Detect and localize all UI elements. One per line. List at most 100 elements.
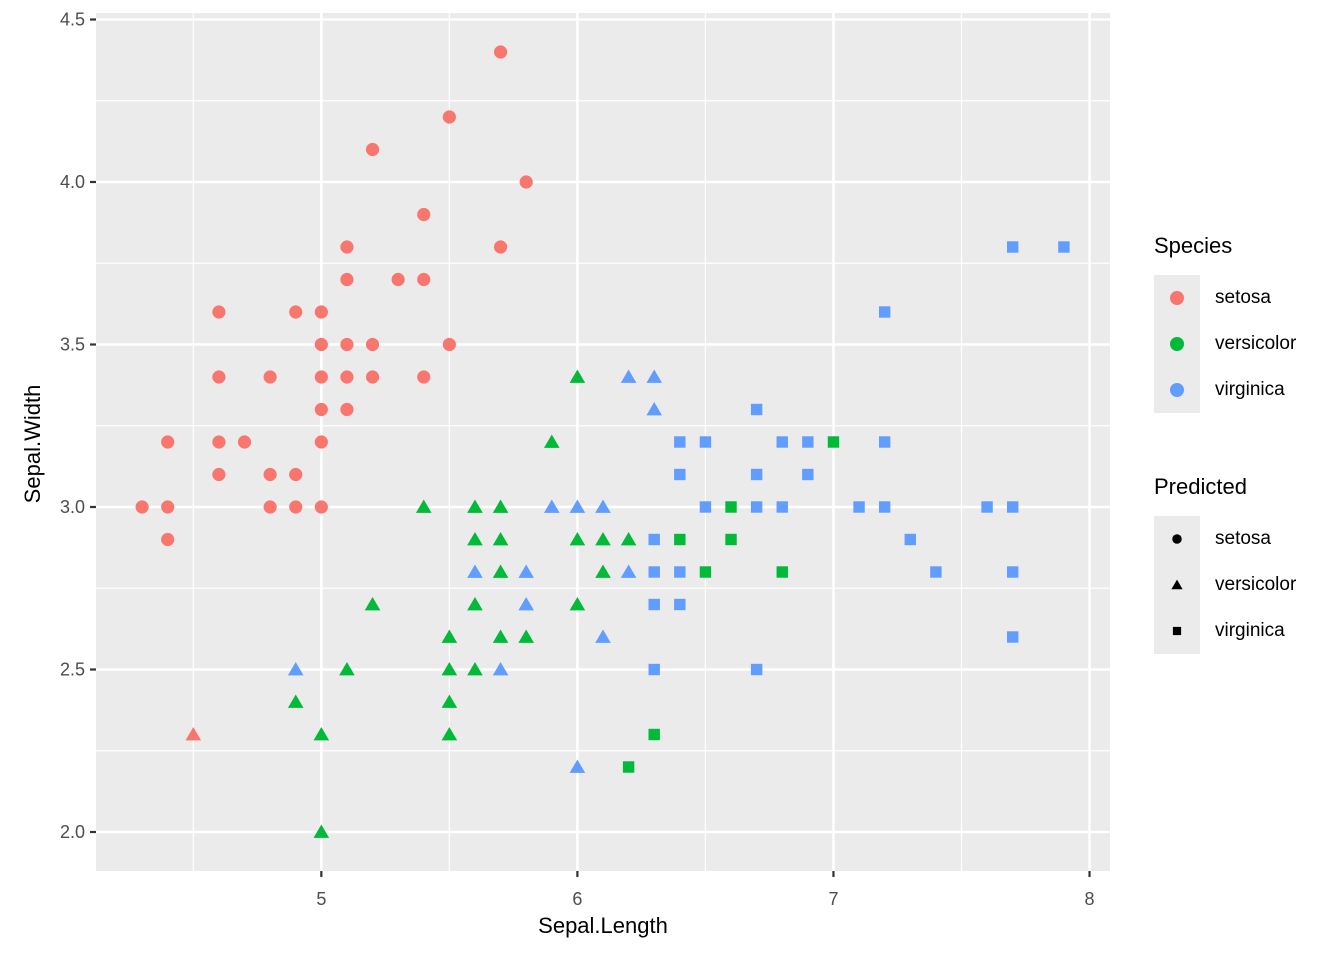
data-point	[340, 337, 354, 352]
legend-key	[1154, 608, 1200, 654]
data-point	[620, 369, 637, 383]
data-point	[467, 532, 483, 546]
data-point	[237, 435, 252, 449]
data-point	[750, 468, 763, 481]
data-point	[212, 435, 226, 449]
legend-item-setosa: setosa	[1154, 516, 1296, 562]
data-point	[878, 436, 891, 448]
legend-predicted-keys: setosa versicolor virginica	[1154, 516, 1296, 654]
legend-label: virginica	[1215, 620, 1285, 641]
circle-icon	[1170, 383, 1184, 397]
data-point	[441, 629, 458, 643]
data-point	[289, 305, 303, 319]
data-point	[441, 727, 458, 741]
data-point	[442, 110, 456, 124]
legend-glyph	[1170, 337, 1184, 351]
data-point	[492, 662, 509, 676]
data-point	[493, 240, 508, 254]
data-point	[391, 272, 405, 287]
data-point	[569, 597, 586, 611]
data-point	[569, 369, 586, 383]
legend-species: Species setosa versicolor virginica	[1154, 233, 1296, 413]
data-point	[776, 566, 788, 578]
data-point	[313, 824, 330, 838]
legend-species-title: Species	[1154, 233, 1233, 258]
legend-glyph	[1172, 626, 1182, 636]
data-point	[364, 597, 381, 611]
data-point	[314, 370, 328, 384]
legend-glyph	[1170, 291, 1184, 305]
panel-background	[96, 13, 1110, 871]
y-tick-label: 4.0	[60, 172, 85, 192]
data-point	[314, 500, 328, 514]
data-point	[441, 662, 458, 676]
triangle-icon	[1171, 579, 1183, 590]
data-point	[543, 434, 560, 448]
data-point	[699, 501, 712, 513]
data-point	[313, 727, 330, 741]
legend-glyph	[1172, 534, 1182, 544]
data-point	[981, 501, 993, 513]
data-point	[802, 436, 814, 448]
data-point	[365, 370, 380, 384]
square-icon	[1172, 626, 1182, 636]
legend-item-virginica: virginica	[1154, 608, 1296, 654]
data-point	[569, 759, 586, 773]
data-point	[750, 663, 763, 676]
data-point	[776, 501, 788, 513]
legend-key	[1154, 516, 1200, 562]
data-point	[417, 207, 431, 222]
x-axis-title: Sepal.Length	[538, 913, 668, 938]
x-tick-label: 8	[1085, 889, 1095, 909]
legend-key	[1154, 562, 1200, 608]
data-point	[467, 662, 483, 676]
legend-label: versicolor	[1215, 333, 1297, 354]
data-point	[776, 436, 788, 448]
data-point	[314, 402, 328, 417]
data-point	[314, 305, 328, 319]
data-point	[442, 337, 456, 352]
data-point	[1006, 566, 1019, 578]
data-point	[492, 499, 509, 513]
data-point	[340, 272, 354, 287]
data-point	[518, 564, 534, 578]
data-point	[674, 533, 686, 546]
circle-icon	[1170, 291, 1184, 305]
data-point	[212, 467, 226, 482]
data-point	[287, 694, 304, 708]
data-point	[620, 532, 637, 546]
data-point	[648, 566, 660, 578]
legend-key	[1154, 321, 1200, 367]
data-point	[1058, 241, 1070, 253]
data-point	[569, 532, 586, 546]
data-point	[699, 436, 712, 448]
data-point	[161, 532, 175, 547]
legend-key	[1154, 275, 1200, 321]
legend-item-versicolor: versicolor	[1154, 562, 1296, 608]
data-point	[289, 467, 303, 482]
data-point	[595, 499, 611, 513]
y-axis-title: Sepal.Width	[20, 384, 45, 504]
data-point	[263, 500, 277, 514]
data-point	[263, 370, 277, 384]
data-point	[750, 501, 763, 513]
data-point	[878, 306, 891, 318]
data-point	[878, 501, 891, 513]
data-point	[212, 370, 226, 384]
legend-label: setosa	[1215, 528, 1271, 549]
data-point	[441, 694, 458, 708]
data-point	[543, 499, 560, 513]
y-tick-label: 3.5	[60, 335, 85, 355]
legend-glyph	[1171, 579, 1183, 590]
data-point	[135, 500, 149, 514]
data-point	[287, 662, 304, 676]
data-point	[417, 272, 431, 287]
legend-label: virginica	[1215, 379, 1285, 400]
data-point	[519, 175, 533, 189]
data-point	[699, 566, 712, 578]
data-point	[185, 727, 202, 741]
data-point	[365, 142, 380, 157]
legend-item-setosa: setosa	[1154, 275, 1296, 321]
legend-glyph	[1170, 383, 1184, 397]
data-point	[467, 499, 483, 513]
